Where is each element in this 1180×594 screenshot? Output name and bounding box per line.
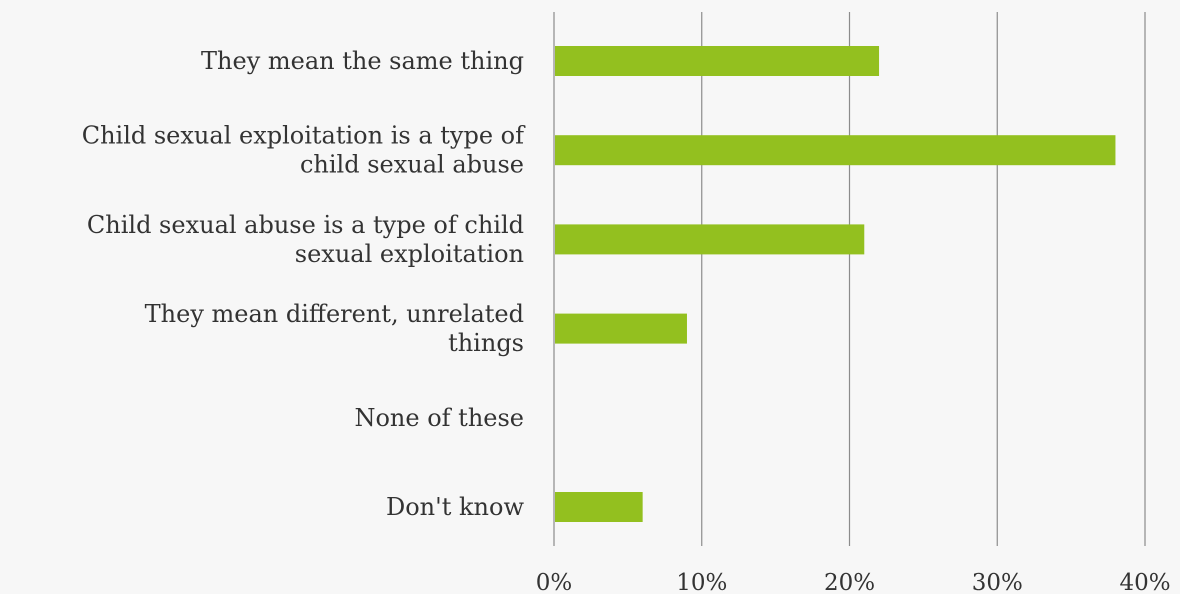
category-label-line: They mean the same thing xyxy=(201,47,524,75)
x-tick-label: 20% xyxy=(824,570,875,594)
x-tick-label: 40% xyxy=(1119,570,1170,594)
bar xyxy=(555,313,687,344)
category-label-line: Child sexual abuse is a type of child xyxy=(87,211,524,239)
category-label: Don't know xyxy=(386,493,524,521)
category-label: They mean the same thing xyxy=(201,47,524,75)
x-tick-label: 10% xyxy=(676,570,727,594)
category-label: None of these xyxy=(354,404,524,432)
x-tick-label: 30% xyxy=(972,570,1023,594)
category-label-line: Don't know xyxy=(386,493,524,521)
category-label: Child sexual abuse is a type of child sex… xyxy=(87,211,524,268)
bar xyxy=(555,492,643,522)
bars xyxy=(555,46,1116,522)
category-label-line: None of these xyxy=(354,404,524,432)
x-tick-labels: 0% 10% 20% 30% 40% xyxy=(536,570,1171,594)
x-tick-label: 0% xyxy=(536,570,573,594)
category-label-line: Child sexual exploitation is a type of xyxy=(82,122,526,150)
bar xyxy=(555,46,880,76)
category-label: They mean different, unrelated things xyxy=(145,300,524,357)
category-labels: They mean the same thing Child sexual exp… xyxy=(82,47,526,521)
category-label-line: sexual exploitation xyxy=(295,240,524,268)
bar xyxy=(555,224,865,255)
category-label: Child sexual exploitation is a type of ch… xyxy=(82,122,526,179)
category-label-line: things xyxy=(448,329,524,357)
category-label-line: They mean different, unrelated xyxy=(145,300,524,328)
gridlines xyxy=(553,12,1146,546)
category-label-line: child sexual abuse xyxy=(300,151,524,179)
bar xyxy=(555,135,1116,166)
